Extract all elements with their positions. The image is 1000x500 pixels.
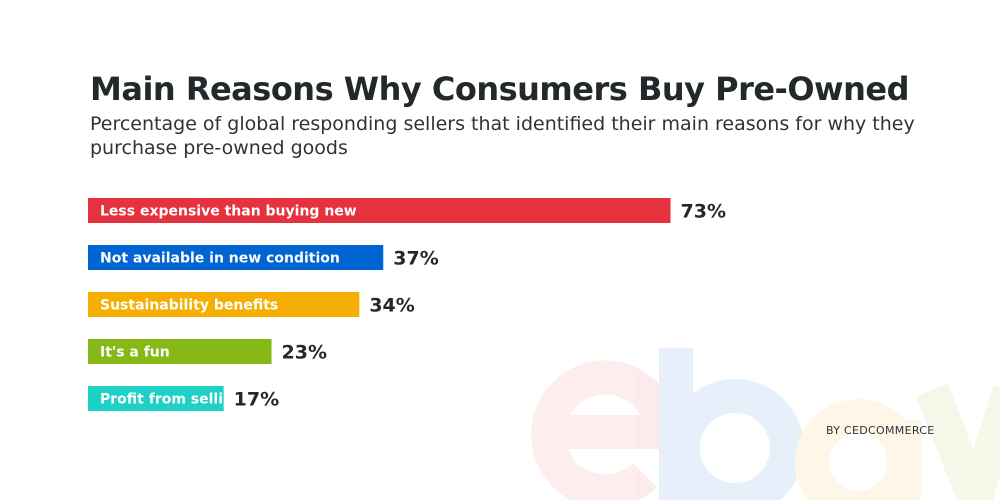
- bar-4: [88, 339, 272, 364]
- bar-3: [88, 292, 360, 317]
- bar-category-label: Not available in new condition: [100, 251, 340, 267]
- bar-2: [88, 245, 384, 270]
- chart-subtitle: Percentage of global responding sellers …: [90, 113, 915, 159]
- bar-value-label: 23%: [282, 342, 327, 364]
- bar-category-label: Profit from selling them: [100, 392, 289, 408]
- bar-value-label: 73%: [681, 201, 726, 223]
- bar-value-label: 37%: [393, 248, 438, 270]
- bar-value-label: 17%: [234, 389, 279, 411]
- bar-value-label: 34%: [369, 295, 414, 317]
- bar-5: [88, 386, 224, 411]
- bar-category-label: It's a fun: [100, 345, 170, 361]
- chart-title: Main Reasons Why Consumers Buy Pre-Owned: [90, 70, 909, 108]
- bar-1: [88, 198, 671, 223]
- bar-category-label: Less expensive than buying new: [100, 204, 357, 220]
- bar-category-label: Sustainability benefits: [100, 298, 278, 314]
- credit-text: BY CEDCOMMERCE: [826, 424, 935, 437]
